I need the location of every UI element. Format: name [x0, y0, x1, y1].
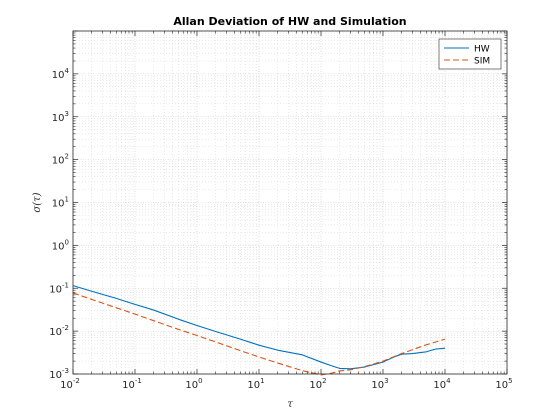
x-tick-base: 10 — [60, 380, 73, 391]
x-tick-label: 101 — [247, 377, 264, 391]
y-tick-label: 100 — [52, 238, 69, 252]
y-tick-label: 10-3 — [49, 367, 69, 381]
x-tick-base: 10 — [495, 380, 508, 391]
plot-area — [73, 31, 507, 374]
x-tick-label: 102 — [309, 377, 326, 391]
x-tick-label: 103 — [371, 377, 388, 391]
x-tick-exponent: 5 — [508, 377, 512, 385]
y-tick-base: 10 — [52, 156, 65, 167]
y-tick-label: 10-2 — [49, 324, 69, 338]
y-tick-exponent: 3 — [65, 110, 69, 118]
x-tick-base: 10 — [122, 380, 135, 391]
y-tick-exponent: -2 — [62, 324, 69, 332]
chart-title: Allan Deviation of HW and Simulation — [173, 15, 406, 28]
series-layer — [72, 285, 446, 376]
x-tick-base: 10 — [309, 380, 322, 391]
y-tick-exponent: 4 — [65, 67, 70, 75]
tick-marks — [72, 30, 508, 375]
y-tick-label: 101 — [52, 196, 69, 210]
y-tick-base: 10 — [52, 241, 65, 252]
x-tick-base: 10 — [185, 380, 198, 391]
x-tick-label: 100 — [185, 377, 202, 391]
x-tick-exponent: 0 — [198, 377, 202, 385]
x-tick-exponent: 2 — [322, 377, 326, 385]
legend: HW SIM — [438, 38, 502, 70]
y-tick-exponent: -1 — [62, 281, 69, 289]
y-tick-base: 10 — [52, 199, 65, 210]
x-tick-exponent: -1 — [135, 377, 142, 385]
y-tick-base: 10 — [52, 113, 65, 124]
x-tick-exponent: 4 — [446, 377, 451, 385]
y-tick-exponent: 0 — [65, 238, 69, 246]
x-tick-labels: 10-2 10-1 100 101 102 103 104 105 — [60, 377, 512, 391]
x-tick-exponent: 3 — [384, 377, 388, 385]
legend-box — [438, 38, 502, 70]
x-tick-base: 10 — [247, 380, 260, 391]
legend-label-hw: HW — [474, 45, 490, 55]
y-tick-base: 10 — [52, 70, 65, 81]
y-tick-label: 104 — [52, 67, 70, 81]
x-axis-label: τ — [287, 399, 293, 410]
y-tick-label: 103 — [52, 110, 69, 124]
legend-label-sim: SIM — [474, 57, 490, 67]
x-tick-label: 105 — [495, 377, 512, 391]
x-tick-label: 104 — [433, 377, 451, 391]
series-line-sim — [72, 292, 446, 376]
y-tick-exponent: 1 — [65, 196, 69, 204]
y-tick-base: 10 — [49, 327, 62, 338]
y-tick-base: 10 — [49, 284, 62, 295]
x-tick-label: 10-1 — [122, 377, 142, 391]
x-tick-label: 10-2 — [60, 377, 80, 391]
y-tick-exponent: 2 — [65, 153, 69, 161]
y-tick-exponent: -3 — [62, 367, 69, 375]
y-tick-label: 102 — [52, 153, 69, 167]
y-tick-label: 10-1 — [49, 281, 69, 295]
x-tick-exponent: 1 — [260, 377, 264, 385]
series-line-hw — [72, 285, 446, 370]
major-grid — [73, 31, 507, 374]
x-tick-base: 10 — [433, 380, 446, 391]
x-tick-exponent: -2 — [73, 377, 80, 385]
y-tick-base: 10 — [49, 370, 62, 381]
y-axis-label: σ(τ) — [32, 192, 43, 212]
x-tick-base: 10 — [371, 380, 384, 391]
